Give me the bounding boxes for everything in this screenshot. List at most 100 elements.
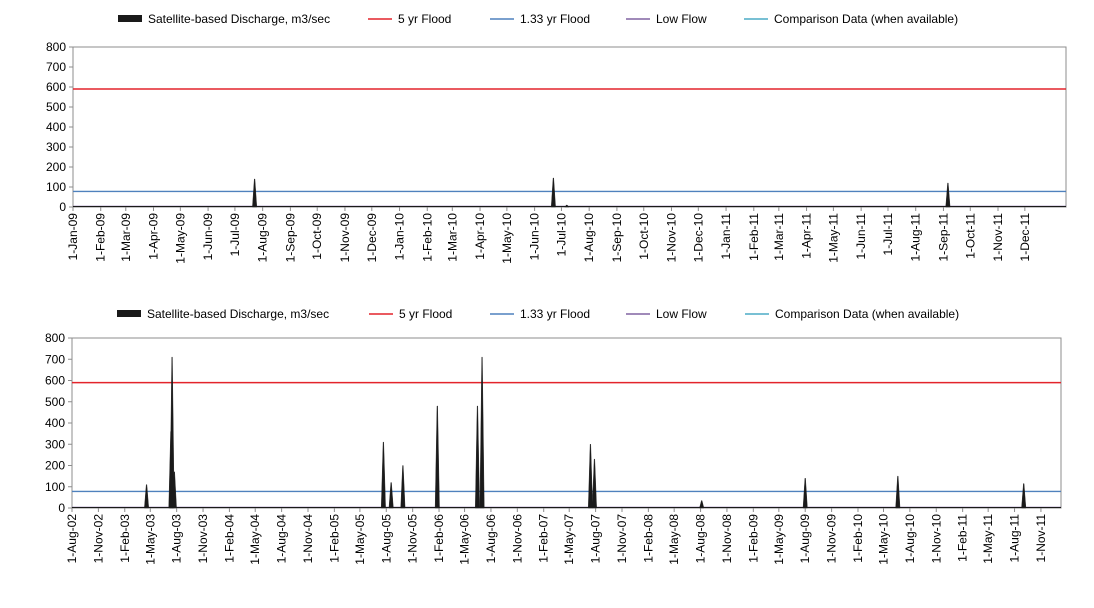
y-axis: 0 100 200 300 400 500 600 700 800 (46, 40, 73, 214)
x-tick-label: 1-Aug-04 (275, 514, 289, 564)
legend-entry-flood-133yr: 1.33 yr Flood (490, 307, 590, 321)
x-tick-label: 1-Feb-11 (956, 514, 970, 562)
x-tick-label: 1-Nov-02 (91, 514, 105, 564)
discharge-series (252, 177, 951, 208)
x-tick-label: 1-Feb-06 (432, 514, 446, 563)
x-tick-label: 1-Sep-09 (283, 213, 297, 263)
x-tick-label: 1-Oct-10 (637, 213, 651, 260)
x-tick-label: 1-May-11 (826, 213, 840, 263)
x-tick-label: 1-Nov-06 (510, 514, 524, 564)
x-tick-label: 1-Nov-07 (615, 514, 629, 564)
x-tick-label: 1-Mar-10 (445, 213, 459, 262)
x-tick-label: 1-Nov-11 (1034, 514, 1048, 563)
y-tick-label: 500 (46, 100, 66, 114)
x-axis: 1-Aug-02 1-Nov-02 1-Feb-03 1-May-03 1-Aug-03… (65, 508, 1048, 565)
x-tick-label: 1-Nov-03 (196, 514, 210, 564)
legend-label: Comparison Data (when available) (774, 12, 958, 26)
y-tick-label: 800 (46, 40, 66, 54)
y-tick-label: 500 (45, 395, 65, 409)
x-tick-label: 1-May-03 (143, 514, 157, 565)
legend-entry-low-flow: Low Flow (626, 12, 707, 26)
x-tick-label: 1-Aug-11 (909, 213, 923, 262)
x-tick-label: 1-May-04 (248, 514, 262, 565)
y-tick-label: 600 (46, 80, 66, 94)
x-tick-label: 1-May-10 (500, 213, 514, 264)
x-tick-label: 1-Jul-09 (228, 213, 242, 257)
x-tick-label: 1-Feb-04 (222, 514, 236, 563)
x-tick-label: 1-Jun-09 (201, 213, 215, 261)
x-tick-label: 1-Aug-09 (256, 213, 270, 263)
x-tick-label: 1-Nov-09 (825, 514, 839, 564)
y-tick-label: 300 (45, 437, 65, 451)
y-tick-label: 200 (46, 160, 66, 174)
y-axis: 0 100 200 300 400 500 600 700 800 (45, 331, 72, 515)
x-tick-label: 1-Apr-10 (473, 213, 487, 260)
x-tick-label: 1-Aug-05 (379, 514, 393, 564)
x-tick-label: 1-Feb-03 (118, 514, 132, 563)
x-tick-label: 1-Feb-09 (94, 213, 108, 262)
x-tick-label: 1-May-06 (458, 514, 472, 565)
x-tick-label: 1-Dec-11 (1018, 213, 1032, 262)
x-tick-label: 1-Jun-11 (854, 213, 868, 260)
y-tick-label: 400 (45, 416, 65, 430)
legend-label: Comparison Data (when available) (775, 307, 959, 321)
x-tick-label: 1-Sep-11 (936, 213, 950, 262)
x-tick-label: 1-Aug-08 (694, 514, 708, 564)
x-tick-label: 1-Oct-11 (963, 213, 977, 259)
y-tick-label: 700 (46, 60, 66, 74)
x-tick-label: 1-May-10 (877, 514, 891, 565)
y-tick-label: 200 (45, 459, 65, 473)
x-tick-label: 1-Jul-11 (881, 213, 895, 256)
x-tick-label: 1-Nov-04 (301, 514, 315, 564)
x-tick-label: 1-Jan-11 (719, 213, 733, 260)
legend-label: 5 yr Flood (399, 307, 452, 321)
y-tick-label: 0 (58, 501, 65, 515)
legend-entry-flood-5yr: 5 yr Flood (369, 307, 452, 321)
y-tick-label: 700 (45, 352, 65, 366)
legend-swatch-discharge (117, 310, 141, 317)
legend: Satellite-based Discharge, m3/sec 5 yr Fl… (118, 12, 958, 26)
x-tick-label: 1-Sep-10 (610, 213, 624, 263)
x-tick-label: 1-Apr-09 (147, 213, 161, 260)
x-tick-label: 1-Nov-09 (338, 213, 352, 263)
x-tick-label: 1-Aug-07 (589, 514, 603, 564)
x-tick-label: 1-May-07 (562, 514, 576, 565)
x-tick-label: 1-May-08 (667, 514, 681, 565)
x-tick-label: 1-Mar-11 (772, 213, 786, 261)
legend-entry-comparison: Comparison Data (when available) (744, 12, 958, 26)
legend-label: 1.33 yr Flood (520, 12, 590, 26)
x-tick-label: 1-Feb-05 (327, 514, 341, 563)
legend: Satellite-based Discharge, m3/sec 5 yr Fl… (117, 307, 959, 321)
legend-label: Satellite-based Discharge, m3/sec (147, 307, 329, 321)
legend-entry-low-flow: Low Flow (626, 307, 707, 321)
plot-area (71, 337, 1062, 509)
x-tick-label: 1-Aug-06 (484, 514, 498, 564)
discharge-chart-2009-2011: Satellite-based Discharge, m3/sec 5 yr Fl… (46, 12, 1067, 264)
x-tick-label: 1-Jan-10 (393, 213, 407, 261)
legend-entry-flood-133yr: 1.33 yr Flood (490, 12, 590, 26)
legend-label: Low Flow (656, 307, 707, 321)
legend-label: 5 yr Flood (398, 12, 451, 26)
plot-area (72, 46, 1067, 208)
x-tick-label: 1-Oct-09 (310, 213, 324, 260)
discharge-series (144, 356, 1027, 509)
x-tick-label: 1-May-05 (353, 514, 367, 565)
x-tick-label: 1-Aug-10 (903, 514, 917, 564)
y-tick-label: 300 (46, 140, 66, 154)
x-tick-label: 1-Nov-10 (664, 213, 678, 263)
x-tick-label: 1-Dec-09 (365, 213, 379, 263)
x-tick-label: 1-Jan-09 (66, 213, 80, 261)
legend-entry-comparison: Comparison Data (when available) (745, 307, 959, 321)
y-tick-label: 100 (45, 480, 65, 494)
x-tick-label: 1-May-09 (173, 213, 187, 264)
x-tick-label: 1-Feb-11 (747, 213, 761, 261)
x-tick-label: 1-Nov-08 (720, 514, 734, 564)
x-tick-label: 1-Aug-02 (65, 514, 79, 564)
x-tick-label: 1-Feb-08 (641, 514, 655, 563)
legend-label: Satellite-based Discharge, m3/sec (148, 12, 330, 26)
x-tick-label: 1-Jun-10 (528, 213, 542, 261)
y-tick-label: 800 (45, 331, 65, 345)
legend-entry-discharge: Satellite-based Discharge, m3/sec (117, 307, 329, 321)
x-tick-label: 1-Aug-03 (170, 514, 184, 564)
y-tick-label: 600 (45, 374, 65, 388)
